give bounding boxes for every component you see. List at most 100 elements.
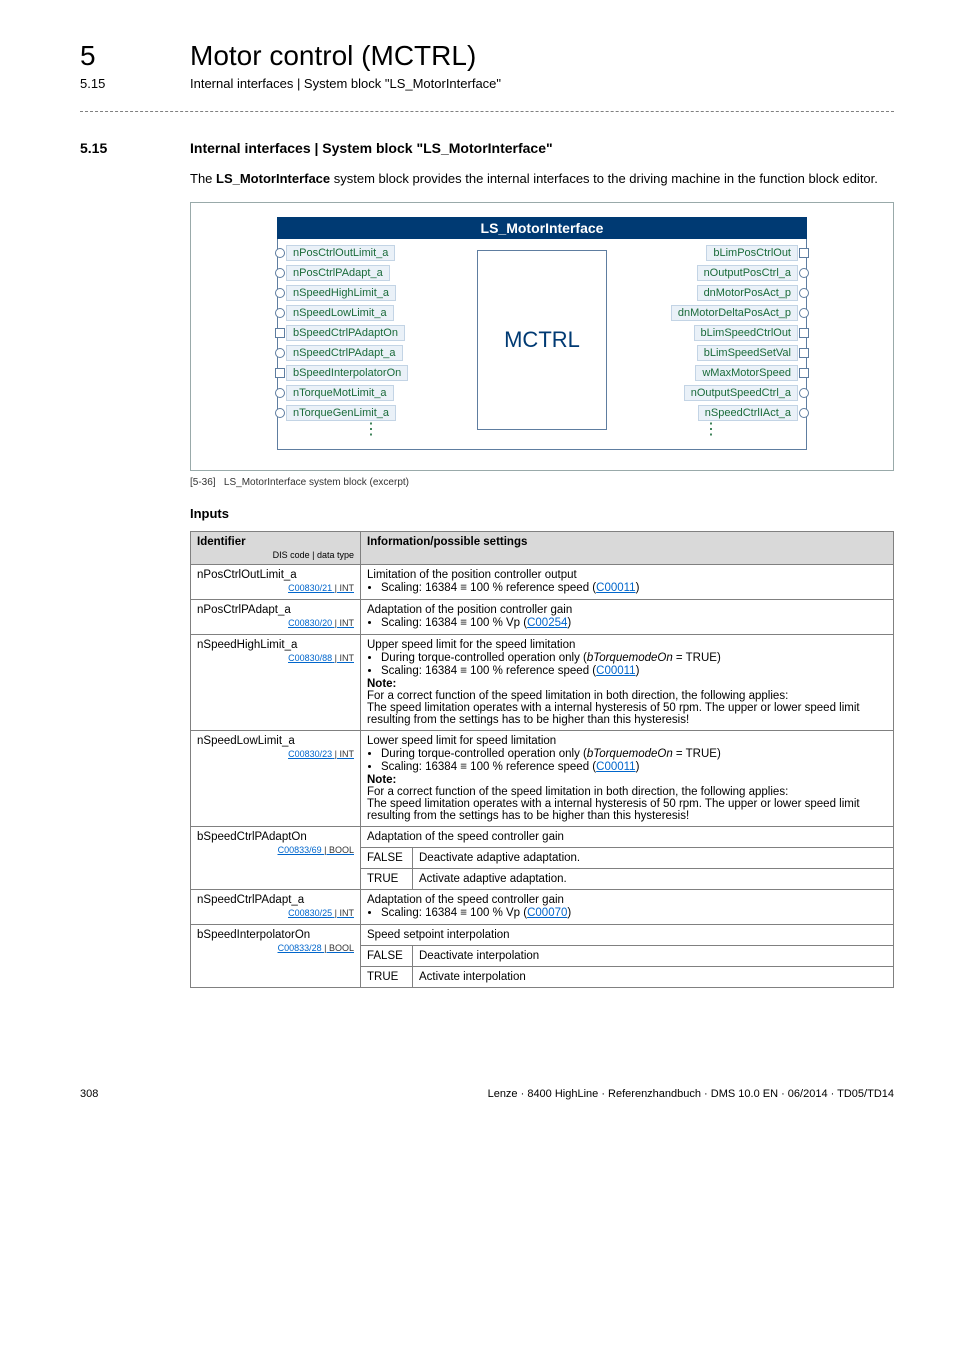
identifier-sub: C00830/23 | INT <box>197 749 354 759</box>
note-label: Note: <box>367 678 396 690</box>
code-link[interactable]: C00830/20 <box>288 618 332 628</box>
code-link[interactable]: C00830/88 <box>288 653 332 663</box>
intro-post: system block provides the internal inter… <box>330 171 878 186</box>
value-cell: FALSE <box>361 946 413 967</box>
bullet-item: During torque-controlled operation only … <box>381 748 887 760</box>
info-line: Upper speed limit for the speed limitati… <box>367 639 575 651</box>
desc-cell: Deactivate adaptive adaptation. <box>413 848 894 869</box>
diagram-input-signal: nTorqueMotLimit_a <box>286 385 394 401</box>
info-line: Limitation of the position controller ou… <box>367 569 577 581</box>
code-link[interactable]: C00830/23 <box>288 749 332 759</box>
th-identifier-label: Identifier <box>197 536 246 548</box>
bullet-post: = TRUE) <box>673 748 721 760</box>
intro-text: The LS_MotorInterface system block provi… <box>190 170 894 188</box>
bullet-post: ) <box>567 907 571 919</box>
bullet-pre: Scaling: 16384 ≡ 100 % reference speed ( <box>381 582 596 594</box>
bullet-pre: During torque-controlled operation only … <box>381 652 587 664</box>
diagram-body: nPosCtrlOutLimit_anPosCtrlPAdapt_anSpeed… <box>277 239 807 450</box>
diagram: LS_MotorInterface nPosCtrlOutLimit_anPos… <box>277 217 807 450</box>
code-link[interactable]: C00833/69 <box>278 845 325 855</box>
intro-pre: The <box>190 171 216 186</box>
caption-num: [5-36] <box>190 477 216 488</box>
chapter-title: Motor control (MCTRL) <box>190 40 476 72</box>
th-info: Information/possible settings <box>361 532 894 565</box>
bullet-pre: Scaling: 16384 ≡ 100 % reference speed ( <box>381 761 596 773</box>
diagram-output-signal: dnMotorPosAct_p <box>697 285 798 301</box>
code-link[interactable]: C00830/25 <box>288 908 332 918</box>
identifier-sub: C00830/20 | INT <box>197 618 354 628</box>
diagram-input-signal: bSpeedCtrlPAdaptOn <box>286 325 405 341</box>
diagram-output-signal: wMaxMotorSpeed <box>695 365 798 381</box>
th-identifier: Identifier DIS code | data type <box>191 532 361 565</box>
param-link[interactable]: C00011 <box>596 582 635 594</box>
mctrl-box: MCTRL <box>477 250 607 430</box>
code-link[interactable]: C00833/28 <box>278 943 325 953</box>
table-row: nPosCtrlOutLimit_a C00830/21 | INT Limit… <box>191 565 894 600</box>
bullet-item: Scaling: 16384 ≡ 100 % reference speed (… <box>381 582 887 594</box>
data-type: INT <box>340 583 355 593</box>
bullet-post: ) <box>636 665 640 677</box>
bullet-item: During torque-controlled operation only … <box>381 652 887 664</box>
diagram-center: MCTRL <box>458 245 626 435</box>
data-type: INT <box>340 618 355 628</box>
param-link[interactable]: C00011 <box>596 665 635 677</box>
diagram-output-signal: nOutputPosCtrl_a <box>697 265 798 281</box>
bullet-em: bTorquemodeOn <box>587 748 673 760</box>
identifier-sub: C00830/88 | INT <box>197 653 354 663</box>
cell-info: Limitation of the position controller ou… <box>361 565 894 600</box>
footer-text: Lenze · 8400 HighLine · Referenzhandbuch… <box>488 1088 894 1100</box>
page-footer: 308 Lenze · 8400 HighLine · Referenzhand… <box>0 1088 954 1130</box>
diagram-frame: LS_MotorInterface nPosCtrlOutLimit_anPos… <box>190 202 894 471</box>
cell-identifier: nSpeedLowLimit_a C00830/23 | INT <box>191 731 361 827</box>
bullet-pre: During torque-controlled operation only … <box>381 748 587 760</box>
vdots-icon: ⋮ <box>286 425 458 435</box>
cell-info: Lower speed limit for speed limitation D… <box>361 731 894 827</box>
value-cell: TRUE <box>361 967 413 988</box>
identifier-name: nSpeedLowLimit_a <box>197 735 295 747</box>
bullet-post: ) <box>636 761 640 773</box>
table-row: bSpeedInterpolatorOn C00833/28 | BOOL Sp… <box>191 925 894 946</box>
identifier-name: nPosCtrlOutLimit_a <box>197 569 297 581</box>
cell-info: Adaptation of the speed controller gain … <box>361 890 894 925</box>
section-title-top: Internal interfaces | System block "LS_M… <box>190 76 501 91</box>
identifier-sub: C00833/69 | BOOL <box>197 845 354 855</box>
cell-info: Upper speed limit for the speed limitati… <box>361 635 894 731</box>
code-link[interactable]: C00830/21 <box>288 583 332 593</box>
identifier-name: bSpeedInterpolatorOn <box>197 929 310 941</box>
section-heading: 5.15 Internal interfaces | System block … <box>80 140 894 156</box>
diagram-inputs: nPosCtrlOutLimit_anPosCtrlPAdapt_anSpeed… <box>278 245 458 435</box>
bullet-pre: Scaling: 16384 ≡ 100 % reference speed ( <box>381 665 596 677</box>
diagram-title: LS_MotorInterface <box>277 217 807 239</box>
cell-identifier: nSpeedHighLimit_a C00830/88 | INT <box>191 635 361 731</box>
table-row: nSpeedLowLimit_a C00830/23 | INT Lower s… <box>191 731 894 827</box>
param-link[interactable]: C00254 <box>527 617 567 629</box>
bullet-pre: Scaling: 16384 ≡ 100 % Vp ( <box>381 907 527 919</box>
diagram-output-signal: bLimPosCtrlOut <box>706 245 798 261</box>
bullet-item: Scaling: 16384 ≡ 100 % reference speed (… <box>381 761 887 773</box>
value-cell: FALSE <box>361 848 413 869</box>
cell-identifier: bSpeedInterpolatorOn C00833/28 | BOOL <box>191 925 361 988</box>
diagram-output-signal: nSpeedCtrlIAct_a <box>698 405 798 421</box>
identifier-name: nSpeedHighLimit_a <box>197 639 297 651</box>
param-link[interactable]: C00070 <box>527 907 567 919</box>
diagram-input-signal: bSpeedInterpolatorOn <box>286 365 408 381</box>
note-text: For a correct function of the speed limi… <box>367 690 788 702</box>
value-cell: TRUE <box>361 869 413 890</box>
data-type: BOOL <box>329 845 354 855</box>
intro-bold: LS_MotorInterface <box>216 171 330 186</box>
note-text: The speed limitation operates with a int… <box>367 798 860 822</box>
identifier-sub: C00830/21 | INT <box>197 583 354 593</box>
cell-identifier: nSpeedCtrlPAdapt_a C00830/25 | INT <box>191 890 361 925</box>
param-link[interactable]: C00011 <box>596 761 635 773</box>
info-line: Lower speed limit for speed limitation <box>367 735 556 747</box>
identifier-name: nSpeedCtrlPAdapt_a <box>197 894 304 906</box>
th-identifier-sub: DIS code | data type <box>197 550 354 560</box>
identifier-name: bSpeedCtrlPAdaptOn <box>197 831 307 843</box>
note-label: Note: <box>367 774 396 786</box>
diagram-input-signal: nSpeedHighLimit_a <box>286 285 396 301</box>
inputs-table: Identifier DIS code | data type Informat… <box>190 531 894 988</box>
diagram-input-signal: nSpeedCtrlPAdapt_a <box>286 345 403 361</box>
bullet-post: ) <box>636 582 640 594</box>
section-number: 5.15 <box>80 140 190 156</box>
data-type: INT <box>340 749 355 759</box>
